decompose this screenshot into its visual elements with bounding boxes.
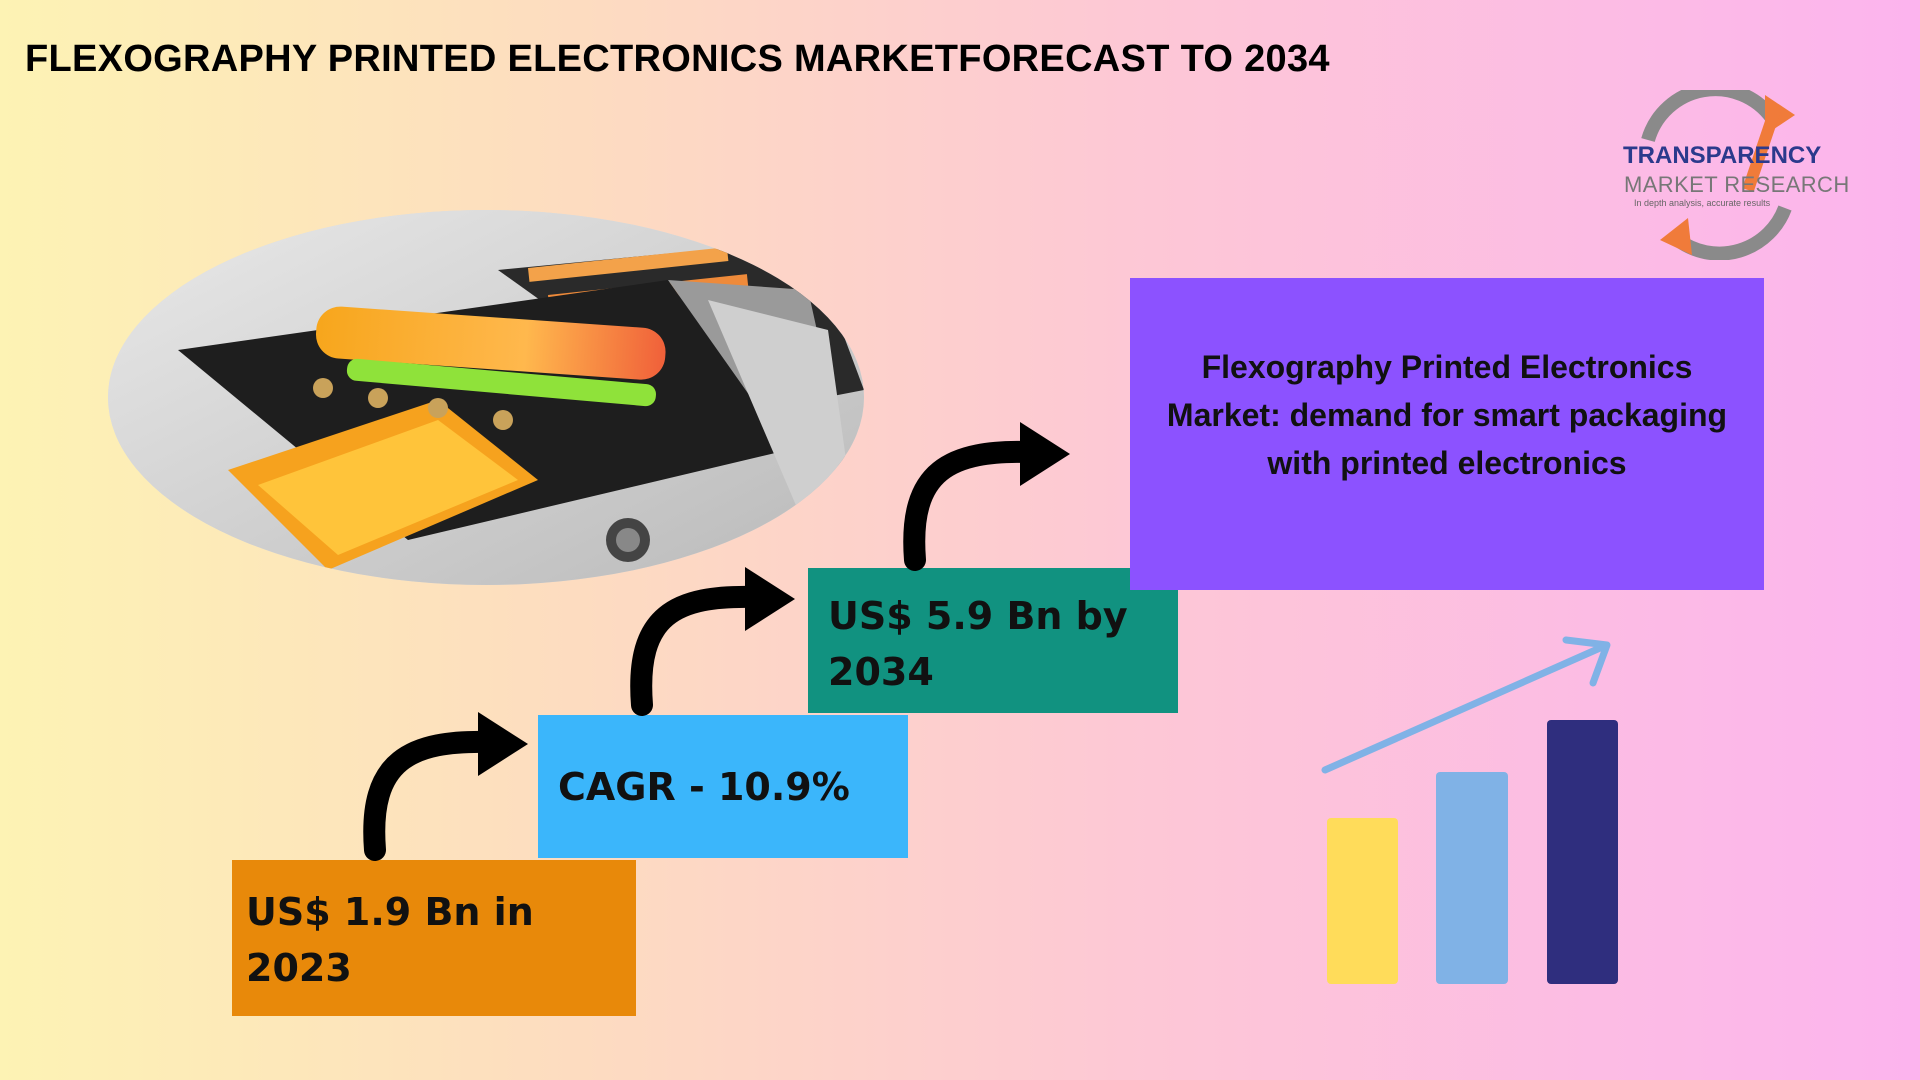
logo-line-1: TRANSPARENCY: [1623, 142, 1822, 169]
cagr-text: CAGR - 10.9%: [558, 765, 850, 809]
curved-arrow-icon: [903, 422, 1070, 571]
company-logo: TRANSPARENCY MARKET RESEARCH In depth an…: [1600, 90, 1849, 260]
value-2023-line-1: US$ 1.9 Bn in: [246, 890, 534, 934]
printing-press-photo: [108, 210, 864, 585]
logo-line-2: MARKET RESEARCH: [1624, 172, 1850, 197]
value-2023-box: US$ 1.9 Bn in 2023: [232, 860, 636, 1016]
page-title: FLEXOGRAPHY PRINTED ELECTRONICS MARKETFO…: [25, 38, 1330, 80]
value-2034-line-2: 2034: [828, 650, 934, 694]
value-2034-box: US$ 5.9 Bn by 2034: [808, 568, 1178, 713]
curved-arrow-icon: [363, 712, 528, 861]
curved-arrow-icon: [630, 567, 795, 716]
market-description-box: Flexography Printed Electronics Market: …: [1130, 278, 1764, 590]
value-2023-line-2: 2023: [246, 946, 352, 990]
market-line-1: Flexography Printed Electronics: [1201, 349, 1693, 385]
cagr-box: CAGR - 10.9%: [538, 715, 908, 858]
logo-tagline: In depth analysis, accurate results: [1634, 198, 1771, 208]
circular-arrow-logo-icon: [1641, 90, 1795, 260]
market-line-3: with printed electronics: [1267, 445, 1627, 481]
market-line-2: Market: demand for smart packaging: [1166, 397, 1728, 433]
value-2034-line-1: US$ 5.9 Bn by: [828, 594, 1128, 638]
bar-chart-growth-icon: [1321, 636, 1618, 984]
